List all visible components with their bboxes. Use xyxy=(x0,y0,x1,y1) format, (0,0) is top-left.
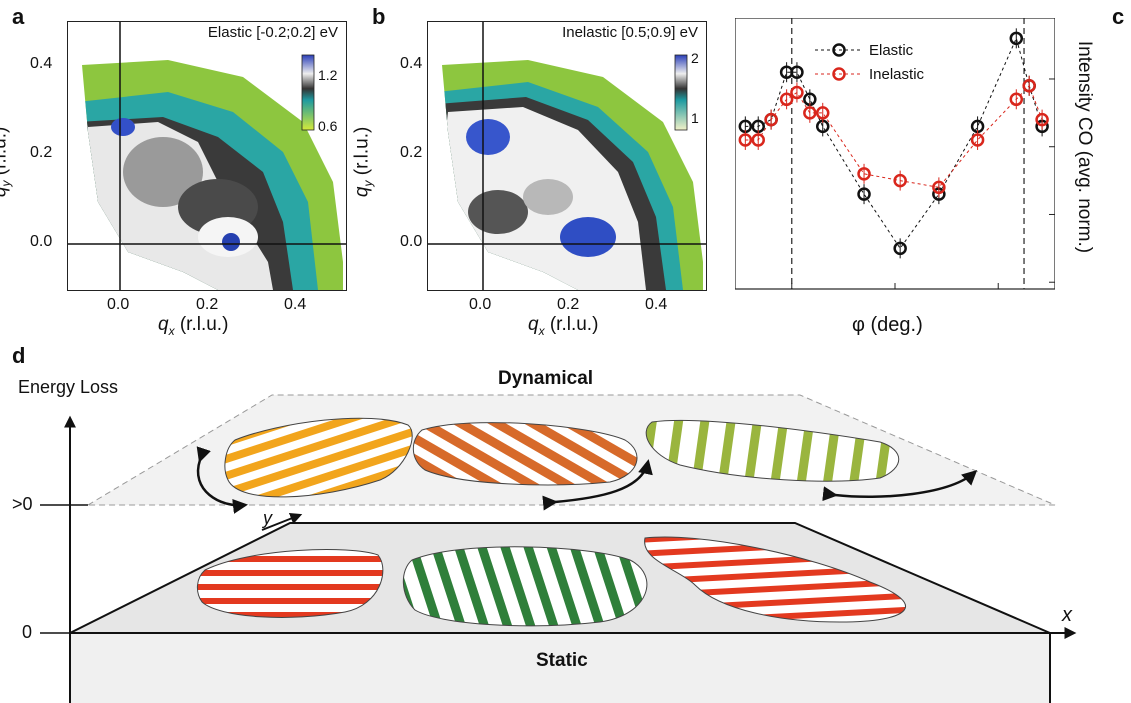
panel-letter-a: a xyxy=(12,4,25,29)
point-inelastic-12 xyxy=(1022,79,1036,93)
point-inelastic-0 xyxy=(738,133,753,147)
panel-b-ytick-2: 0.0 xyxy=(400,233,423,250)
y-axis-arrow xyxy=(261,512,303,531)
stripe-schematic xyxy=(40,394,1077,703)
point-inelastic-10 xyxy=(970,133,985,147)
panel-b-ytick-1: 0.2 xyxy=(400,144,423,161)
panel-a-xtick-0: 0.0 xyxy=(107,296,130,313)
point-inelastic-7 xyxy=(857,167,871,181)
x-axis-label: x xyxy=(1062,604,1072,626)
elastic-map-title: Elastic [-0.2;0.2] eV xyxy=(207,24,338,41)
point-inelastic-11 xyxy=(1009,92,1024,107)
point-elastic-8 xyxy=(893,241,907,256)
colorbar-b-tick-high: 2 xyxy=(691,50,699,66)
panel-c-ylabel: Intensity CO (avg. norm.) xyxy=(1074,40,1096,254)
panel-a-xtick-2: 0.4 xyxy=(284,296,307,313)
panel-b-xtick-2: 0.4 xyxy=(645,296,668,313)
inelastic-map-title: Inelastic [0.5;0.9] eV xyxy=(562,24,698,41)
legend-marker-elastic xyxy=(832,43,846,57)
elastic-momentum-map: Elastic [-0.2;0.2] eV xyxy=(67,21,347,291)
panel-c-xlabel: φ (deg.) xyxy=(852,314,923,336)
level-dynamic-label: >0 xyxy=(12,494,33,514)
fluctuation-arrow-2 xyxy=(542,459,653,511)
legend-marker-inelastic xyxy=(832,67,846,81)
legend-label-elastic: Elastic xyxy=(869,42,914,59)
elastic-map-graphic xyxy=(68,22,346,290)
series-line-elastic xyxy=(745,36,1043,250)
panel-a-ytick-0: 0.4 xyxy=(30,55,53,72)
point-elastic-11 xyxy=(1009,31,1024,46)
point-inelastic-3 xyxy=(779,92,794,107)
static-plane-label: Static xyxy=(536,650,588,671)
panel-b-ytick-0: 0.4 xyxy=(400,55,423,72)
panel-a-ytick-2: 0.0 xyxy=(30,233,53,250)
fluctuation-arrow-3 xyxy=(822,469,978,502)
dynamical-plane-label: Dynamical xyxy=(498,368,594,389)
colorbar-b-tick-low: 1 xyxy=(691,110,699,126)
panel-a-xlabel: qx (r.l.u.) xyxy=(158,314,229,338)
panel-a-xtick-1: 0.2 xyxy=(196,296,219,313)
legend-label-inelastic: Inelastic xyxy=(869,66,925,83)
panel-letter-c: c xyxy=(1112,4,1125,29)
panel-b-xtick-0: 0.0 xyxy=(469,296,492,313)
point-inelastic-5 xyxy=(803,106,817,120)
point-inelastic-6 xyxy=(815,106,830,120)
inelastic-map-graphic xyxy=(428,22,706,290)
point-elastic-7 xyxy=(857,187,871,201)
static-domain-1 xyxy=(197,549,384,618)
y-axis-label: y xyxy=(263,508,272,528)
point-inelastic-2 xyxy=(764,112,778,127)
point-inelastic-1 xyxy=(751,133,765,147)
static-domain-2 xyxy=(402,546,648,627)
panel-letter-d: d xyxy=(12,343,26,368)
series-line-inelastic xyxy=(745,84,1043,188)
point-inelastic-9 xyxy=(932,180,946,195)
level-static-label: 0 xyxy=(22,622,33,642)
static-domain-3 xyxy=(644,536,906,623)
panel-a-ylabel: qy (r.l.u.) xyxy=(0,126,14,197)
panel-b-ylabel: qy (r.l.u.) xyxy=(351,126,376,198)
colorbar-a-tick-low: 0.6 xyxy=(318,118,338,134)
energy-loss-label: Energy Loss xyxy=(18,377,119,397)
point-inelastic-13 xyxy=(1035,112,1049,127)
panel-b-xtick-1: 0.2 xyxy=(557,296,580,313)
point-inelastic-4 xyxy=(790,85,804,100)
angular-intensity-chart: 040801.00.8ElasticInelastic xyxy=(735,18,1055,290)
panel-a-ytick-1: 0.2 xyxy=(30,144,53,161)
colorbar-a-tick-high: 1.2 xyxy=(318,67,338,83)
panel-b-xlabel: qx (r.l.u.) xyxy=(528,314,599,338)
inelastic-momentum-map: Inelastic [0.5;0.9] eV xyxy=(427,21,707,291)
point-inelastic-8 xyxy=(893,173,907,188)
point-elastic-4 xyxy=(790,65,804,79)
panel-letter-b: b xyxy=(372,4,386,29)
fluctuation-arrow-1 xyxy=(196,446,248,514)
